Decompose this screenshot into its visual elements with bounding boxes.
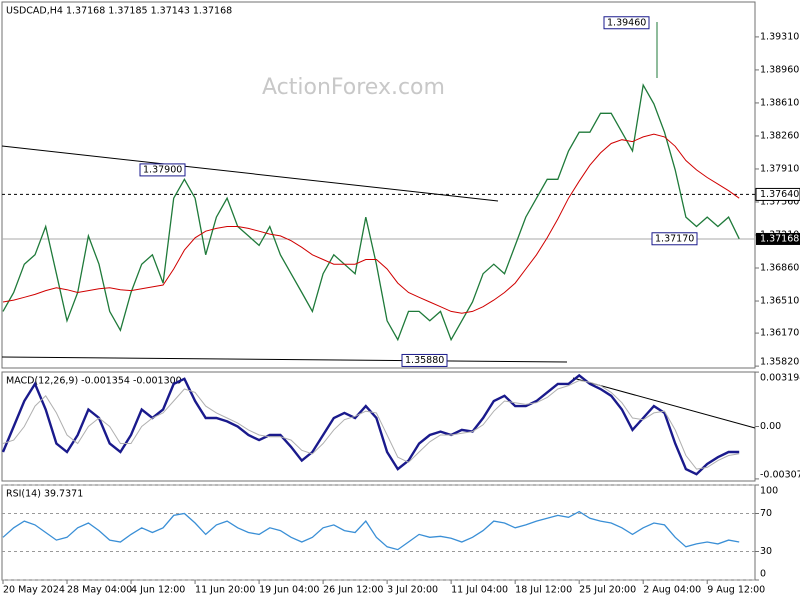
y-tick-label: 1.38610 <box>760 97 799 108</box>
annotation-box <box>651 232 698 246</box>
x-tick-label: 18 Jul 12:00 <box>515 585 572 596</box>
trend-line <box>1 145 499 202</box>
level-box <box>755 187 800 201</box>
series-line <box>2 83 740 342</box>
y-tick-label: 1.39310 <box>760 31 799 42</box>
panel-title: RSI(14) 39.7371 <box>6 489 83 500</box>
current-price-box <box>756 232 800 245</box>
panel-title: USDCAD,H4 1.37168 1.37185 1.37143 1.3716… <box>6 6 232 17</box>
y-tick-label: 1.36510 <box>760 296 799 307</box>
level-label: 1.37640 <box>760 189 799 200</box>
annotation-label: 1.37170 <box>655 233 694 244</box>
macd-trend-line <box>572 377 756 429</box>
x-tick-label: 20 May 2024 <box>3 585 65 596</box>
y-tick-label: 100 <box>760 486 778 497</box>
y-tick-label: -0.003077 <box>760 470 800 481</box>
x-tick-label: 3 Jul 20:00 <box>387 585 438 596</box>
x-tick-label: 26 Jun 12:00 <box>323 585 383 596</box>
series-line <box>2 379 740 470</box>
annotation-box <box>603 16 650 30</box>
rsi-panel <box>1 484 756 581</box>
annotation-label: 1.39460 <box>607 17 646 28</box>
x-tick-label: 9 Aug 12:00 <box>707 585 765 596</box>
annotation-box <box>139 163 186 177</box>
current-price-label: 1.37168 <box>760 233 799 244</box>
watermark: ActionForex.com <box>262 75 445 100</box>
y-tick-label: 1.35820 <box>760 357 799 368</box>
y-tick-label: 0.003194 <box>760 373 800 384</box>
x-tick-label: 25 Jul 20:00 <box>579 585 636 596</box>
price-panel <box>1 1 756 369</box>
series-line <box>2 510 740 551</box>
x-tick-label: 2 Aug 04:00 <box>643 585 701 596</box>
series-line <box>2 133 740 314</box>
y-tick-label: 0 <box>760 569 766 580</box>
y-tick-label: 0.00 <box>760 421 781 432</box>
annotation-label: 1.35880 <box>405 355 444 366</box>
x-tick-label: 11 Jul 04:00 <box>451 585 508 596</box>
y-tick-label: 1.37560 <box>760 196 799 207</box>
annotation-box <box>401 353 448 367</box>
x-tick-label: 4 Jun 12:00 <box>131 585 185 596</box>
y-tick-label: 70 <box>760 508 772 519</box>
y-tick-label: 1.36860 <box>760 263 799 274</box>
support-line <box>1 356 568 363</box>
x-tick-label: 19 Jun 04:00 <box>259 585 319 596</box>
annotation-label: 1.37900 <box>143 164 182 175</box>
y-tick-label: 1.38260 <box>760 130 799 141</box>
x-tick-label: 28 May 04:00 <box>67 585 132 596</box>
panel-title: MACD(12,26,9) -0.001354 -0.001300 <box>6 376 182 387</box>
y-tick-label: 1.38960 <box>760 64 799 75</box>
y-tick-label: 30 <box>760 546 772 557</box>
x-tick-label: 11 Jun 20:00 <box>195 585 255 596</box>
y-tick-label: 1.37910 <box>760 163 799 174</box>
y-tick-label: 1.36170 <box>760 328 799 339</box>
